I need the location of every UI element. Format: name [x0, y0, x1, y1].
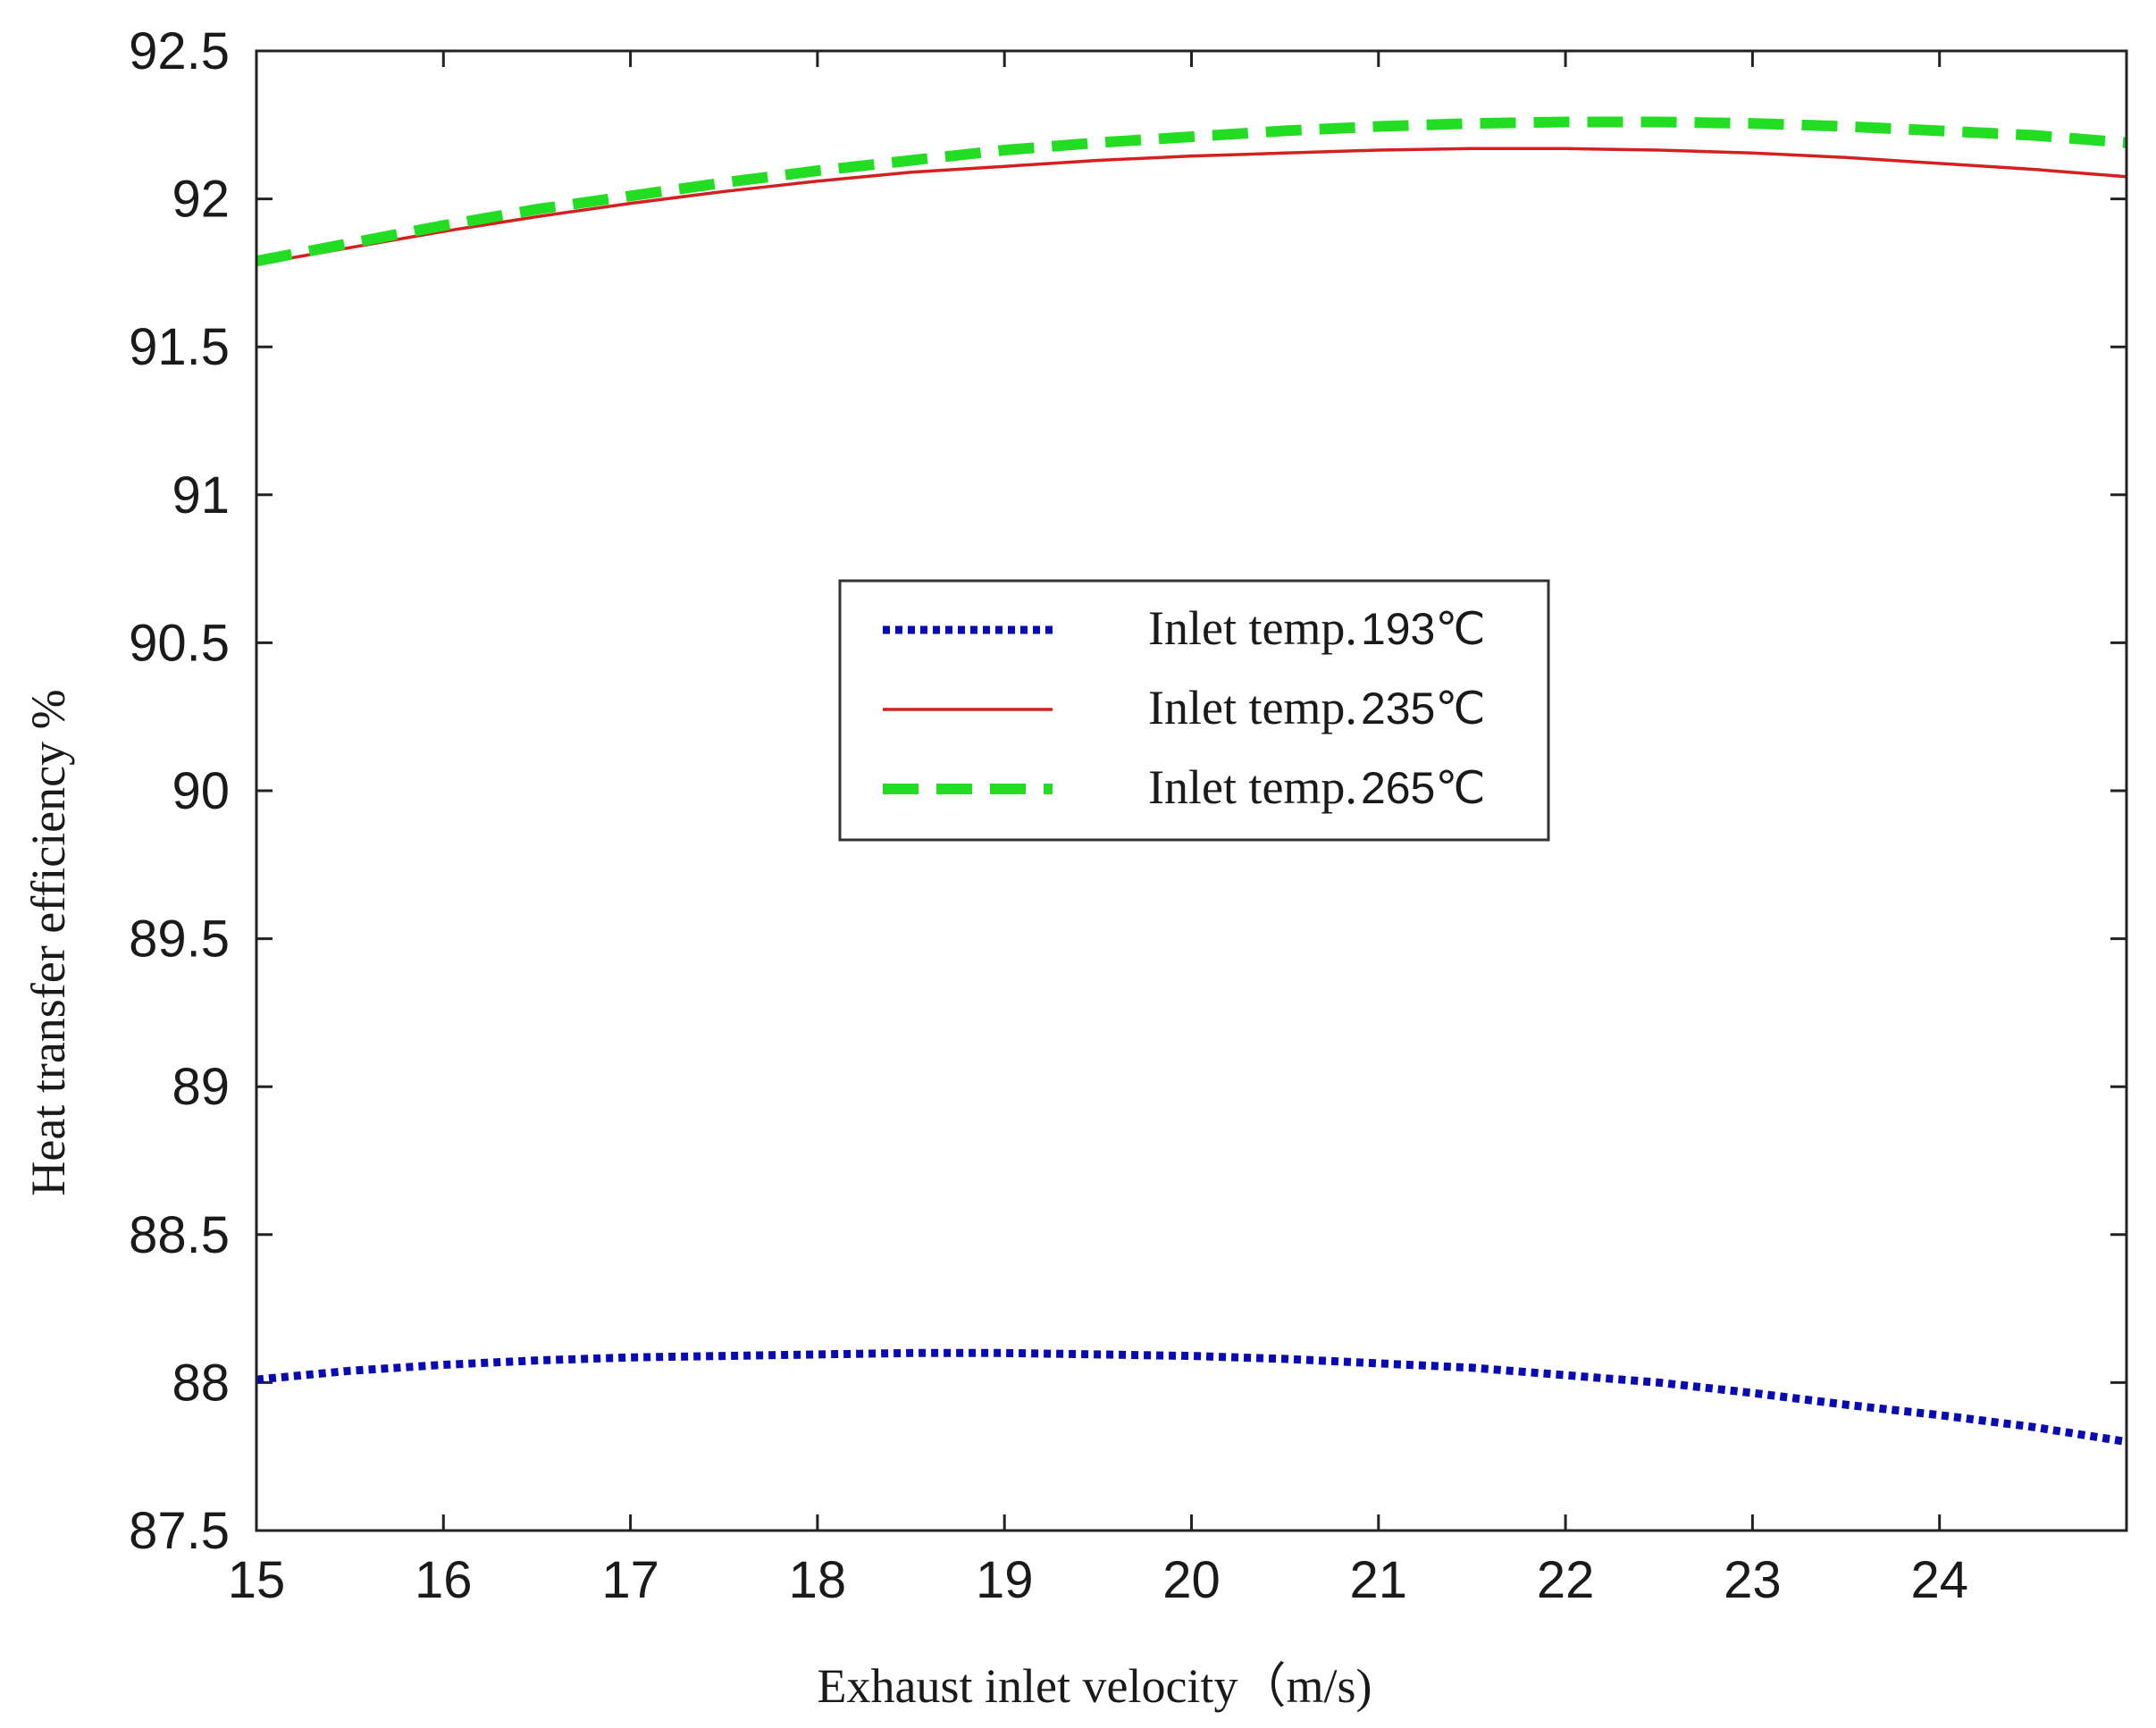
y-tick-label: 87.5: [129, 1502, 230, 1560]
x-tick-label: 15: [228, 1551, 286, 1609]
y-axis-title: Heat transfer efficiency %: [21, 689, 75, 1195]
x-tick-label: 17: [601, 1551, 659, 1609]
y-tick-label: 89: [172, 1058, 230, 1116]
tick-labels: 15 16 17 18 19 20 21 22 23 24 87.5 88 88.5 89 89.5 90 90…: [129, 22, 1968, 1609]
x-tick-label: 20: [1162, 1551, 1221, 1609]
x-axis-title: Exhaust inlet velocity（m/s): [818, 1659, 1372, 1713]
x-tick-label: 16: [415, 1551, 473, 1609]
y-tick-label: 92: [172, 171, 230, 229]
x-tick-label: 21: [1350, 1551, 1408, 1609]
legend-label-value: 265℃: [1361, 763, 1486, 813]
y-tick-label: 88: [172, 1354, 230, 1412]
y-tick-label: 90: [172, 762, 230, 820]
y-tick-label: 89.5: [129, 910, 230, 969]
legend-label-2: Inlet temp.265℃: [1148, 760, 1486, 814]
legend-label-text: Inlet temp.: [1148, 681, 1357, 734]
y-tick-label: 92.5: [129, 22, 230, 80]
legend-label-text: Inlet temp.: [1148, 601, 1357, 655]
legend-label-value: 193℃: [1361, 604, 1486, 654]
legend-label-0: Inlet temp.193℃: [1148, 601, 1486, 655]
x-tick-label: 24: [1910, 1551, 1968, 1609]
x-tick-label: 18: [789, 1551, 847, 1609]
x-tick-label: 22: [1537, 1551, 1595, 1609]
legend-label-value: 235℃: [1361, 684, 1486, 734]
x-tick-label: 23: [1724, 1551, 1782, 1609]
legend-label-1: Inlet temp.235℃: [1148, 681, 1486, 734]
y-tick-label: 91.5: [129, 318, 230, 376]
y-tick-label: 90.5: [129, 614, 230, 672]
y-tick-label: 91: [172, 466, 230, 524]
legend-label-text: Inlet temp.: [1148, 760, 1357, 814]
series-lines: [255, 116, 2127, 1447]
y-tick-label: 88.5: [129, 1206, 230, 1264]
series-line-2: [255, 116, 2127, 267]
series-line-1: [256, 147, 2127, 266]
plot-area-frame: [255, 49, 2128, 1532]
x-tick-label: 19: [976, 1551, 1034, 1609]
axis-ticks: [255, 49, 2127, 1532]
